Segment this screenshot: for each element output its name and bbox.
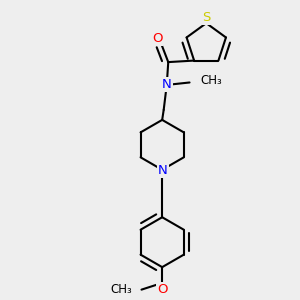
Text: N: N	[158, 164, 168, 177]
Text: O: O	[152, 32, 162, 45]
Text: CH₃: CH₃	[200, 74, 222, 88]
Text: O: O	[157, 283, 167, 296]
Text: N: N	[162, 78, 172, 92]
Text: S: S	[202, 11, 211, 24]
Text: CH₃: CH₃	[110, 283, 132, 296]
